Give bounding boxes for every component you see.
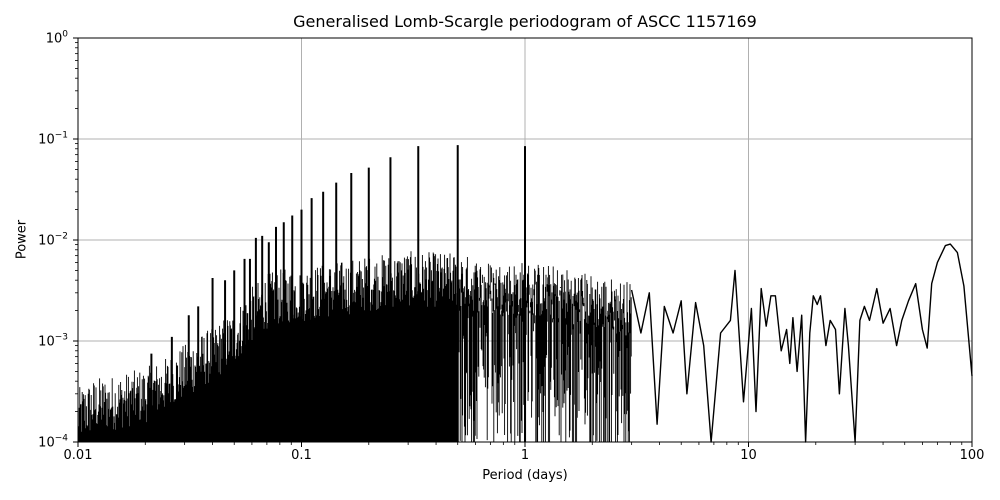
x-tick-label: 1 — [520, 448, 530, 463]
x-tick-label: 100 — [959, 448, 985, 463]
y-tick-label: 10−3 — [38, 332, 68, 350]
y-axis-label: Power — [14, 219, 30, 260]
y-tick-label: 100 — [45, 29, 68, 47]
plot-area — [77, 145, 973, 443]
y-tick-label: 10−1 — [38, 130, 68, 148]
x-axis-label: Period (days) — [482, 468, 568, 483]
chart-title: Generalised Lomb-Scargle periodogram of … — [293, 12, 757, 31]
x-tick-label: 10 — [740, 448, 757, 463]
y-tick-label: 10−4 — [38, 433, 68, 451]
x-tick-label: 0.1 — [291, 448, 312, 463]
axis-ticks — [73, 37, 973, 447]
y-tick-label: 10−2 — [38, 231, 68, 249]
x-tick-label: 0.01 — [63, 448, 93, 463]
